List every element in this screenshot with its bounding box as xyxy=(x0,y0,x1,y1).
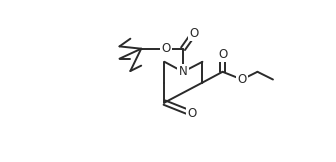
Text: O: O xyxy=(237,73,247,86)
Text: O: O xyxy=(187,107,196,120)
Text: N: N xyxy=(179,65,187,78)
Text: O: O xyxy=(161,42,171,55)
Text: O: O xyxy=(218,48,227,61)
Text: O: O xyxy=(189,27,199,40)
